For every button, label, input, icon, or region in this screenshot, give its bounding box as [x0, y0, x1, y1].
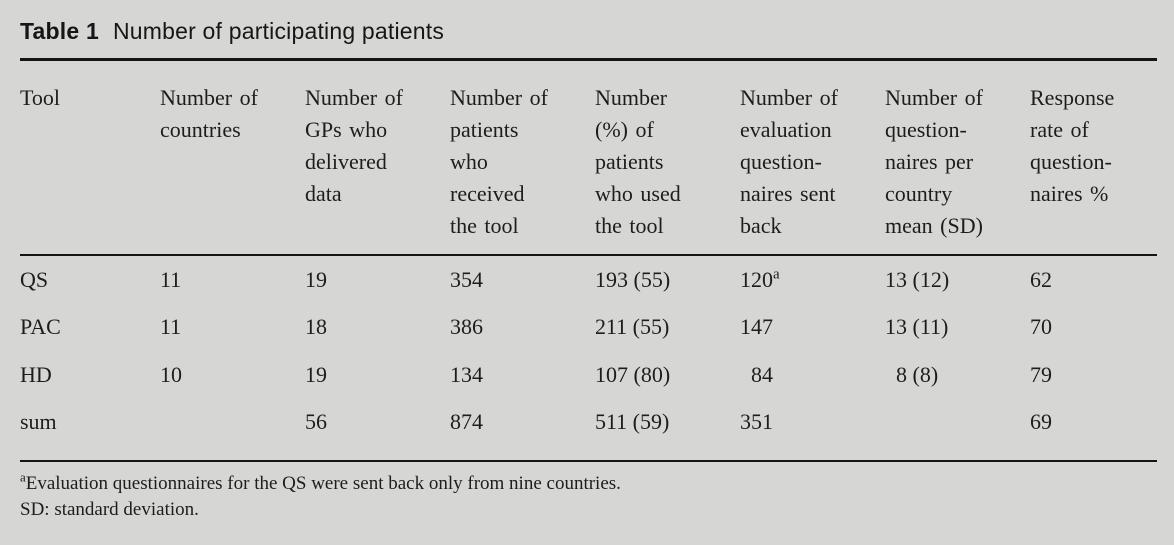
table-number-label: Table 1 — [20, 18, 99, 44]
table-header: Tool Number of countries Number of GPs w… — [20, 59, 1157, 256]
cell-used: 193 (55) — [595, 266, 671, 292]
footnote-sd-text: SD: standard deviation. — [20, 499, 199, 520]
table-block: Table 1 Number of participating patients … — [20, 18, 1157, 523]
table-row-sum: sum 56 874 511 (59) 351 69 — [20, 399, 1157, 461]
patients-table: Tool Number of countries Number of GPs w… — [20, 58, 1157, 462]
column-header-gps: Number of GPs who delivered data — [305, 59, 450, 256]
footnote-sd: SD: standard deviation. — [20, 497, 1157, 523]
cell-per-country — [885, 399, 1030, 461]
cell-response: 62 — [1030, 266, 1052, 292]
cell-received: 874 — [450, 408, 483, 434]
cell-used: 511 (59) — [595, 408, 670, 434]
cell-sent-back: 147 — [740, 314, 773, 339]
column-header-response-rate: Response rate of question- naires % — [1030, 59, 1157, 256]
cell-countries: 11 — [160, 266, 182, 292]
cell-gps: 18 — [305, 314, 327, 339]
cell-response: 79 — [1030, 362, 1052, 387]
column-header-patients-used: Number (%) of patients who used the tool — [595, 59, 740, 256]
table-row-qs: QS 11 19 354 193 (55) 120a 13 (12) 62 — [20, 255, 1157, 303]
cell-sent-back-value: 120 — [740, 266, 773, 292]
cell-tool: PAC — [20, 314, 61, 339]
table-body: QS 11 19 354 193 (55) 120a 13 (12) 62 PA… — [20, 255, 1157, 461]
footnote-a: aEvaluation questionnaires for the QS we… — [20, 471, 1157, 497]
column-header-questionnaires-per-country: Number of question- naires per country m… — [885, 59, 1030, 256]
cell-received: 386 — [450, 314, 483, 339]
footnote-a-marker: a — [20, 469, 26, 485]
cell-received: 354 — [450, 266, 483, 292]
table-title: Table 1 Number of participating patients — [20, 18, 1157, 45]
cell-sent-back: 84 — [740, 362, 773, 387]
cell-gps: 19 — [305, 266, 327, 292]
cell-per-country: 8 (8) — [885, 362, 939, 387]
cell-sent-back: 120a — [740, 255, 885, 303]
cell-sent-back: 351 — [740, 408, 773, 434]
table-row-pac: PAC 11 18 386 211 (55) 147 13 (11) 70 — [20, 303, 1157, 351]
column-header-tool: Tool — [20, 59, 160, 256]
cell-countries: 10 — [160, 362, 182, 387]
column-header-countries: Number of countries — [160, 59, 305, 256]
footnote-marker-sup: a — [773, 266, 780, 283]
cell-response: 69 — [1030, 408, 1052, 434]
cell-tool: HD — [20, 362, 52, 387]
table-title-text: Number of participating patients — [112, 18, 445, 44]
cell-tool: QS — [20, 266, 49, 292]
cell-per-country: 13 (11) — [885, 314, 949, 339]
cell-countries: 11 — [160, 314, 182, 339]
cell-countries — [160, 399, 305, 461]
cell-received: 134 — [450, 362, 483, 387]
header-row: Tool Number of countries Number of GPs w… — [20, 59, 1157, 256]
footnote-a-text: Evaluation questionnaires for the QS wer… — [25, 473, 621, 494]
column-header-patients-received: Number of patients who received the tool — [450, 59, 595, 256]
cell-tool: sum — [20, 408, 57, 434]
table-footnotes: aEvaluation questionnaires for the QS we… — [20, 471, 1157, 523]
cell-gps: 56 — [305, 408, 327, 434]
column-header-questionnaires-sent-back: Number of evaluation question- naires se… — [740, 59, 885, 256]
cell-gps: 19 — [305, 362, 327, 387]
cell-per-country: 13 (12) — [885, 266, 950, 292]
cell-used: 107 (80) — [595, 362, 671, 387]
table-row-hd: HD 10 19 134 107 (80) 84 8 (8) 79 — [20, 351, 1157, 399]
cell-used: 211 (55) — [595, 314, 670, 339]
cell-response: 70 — [1030, 314, 1052, 339]
